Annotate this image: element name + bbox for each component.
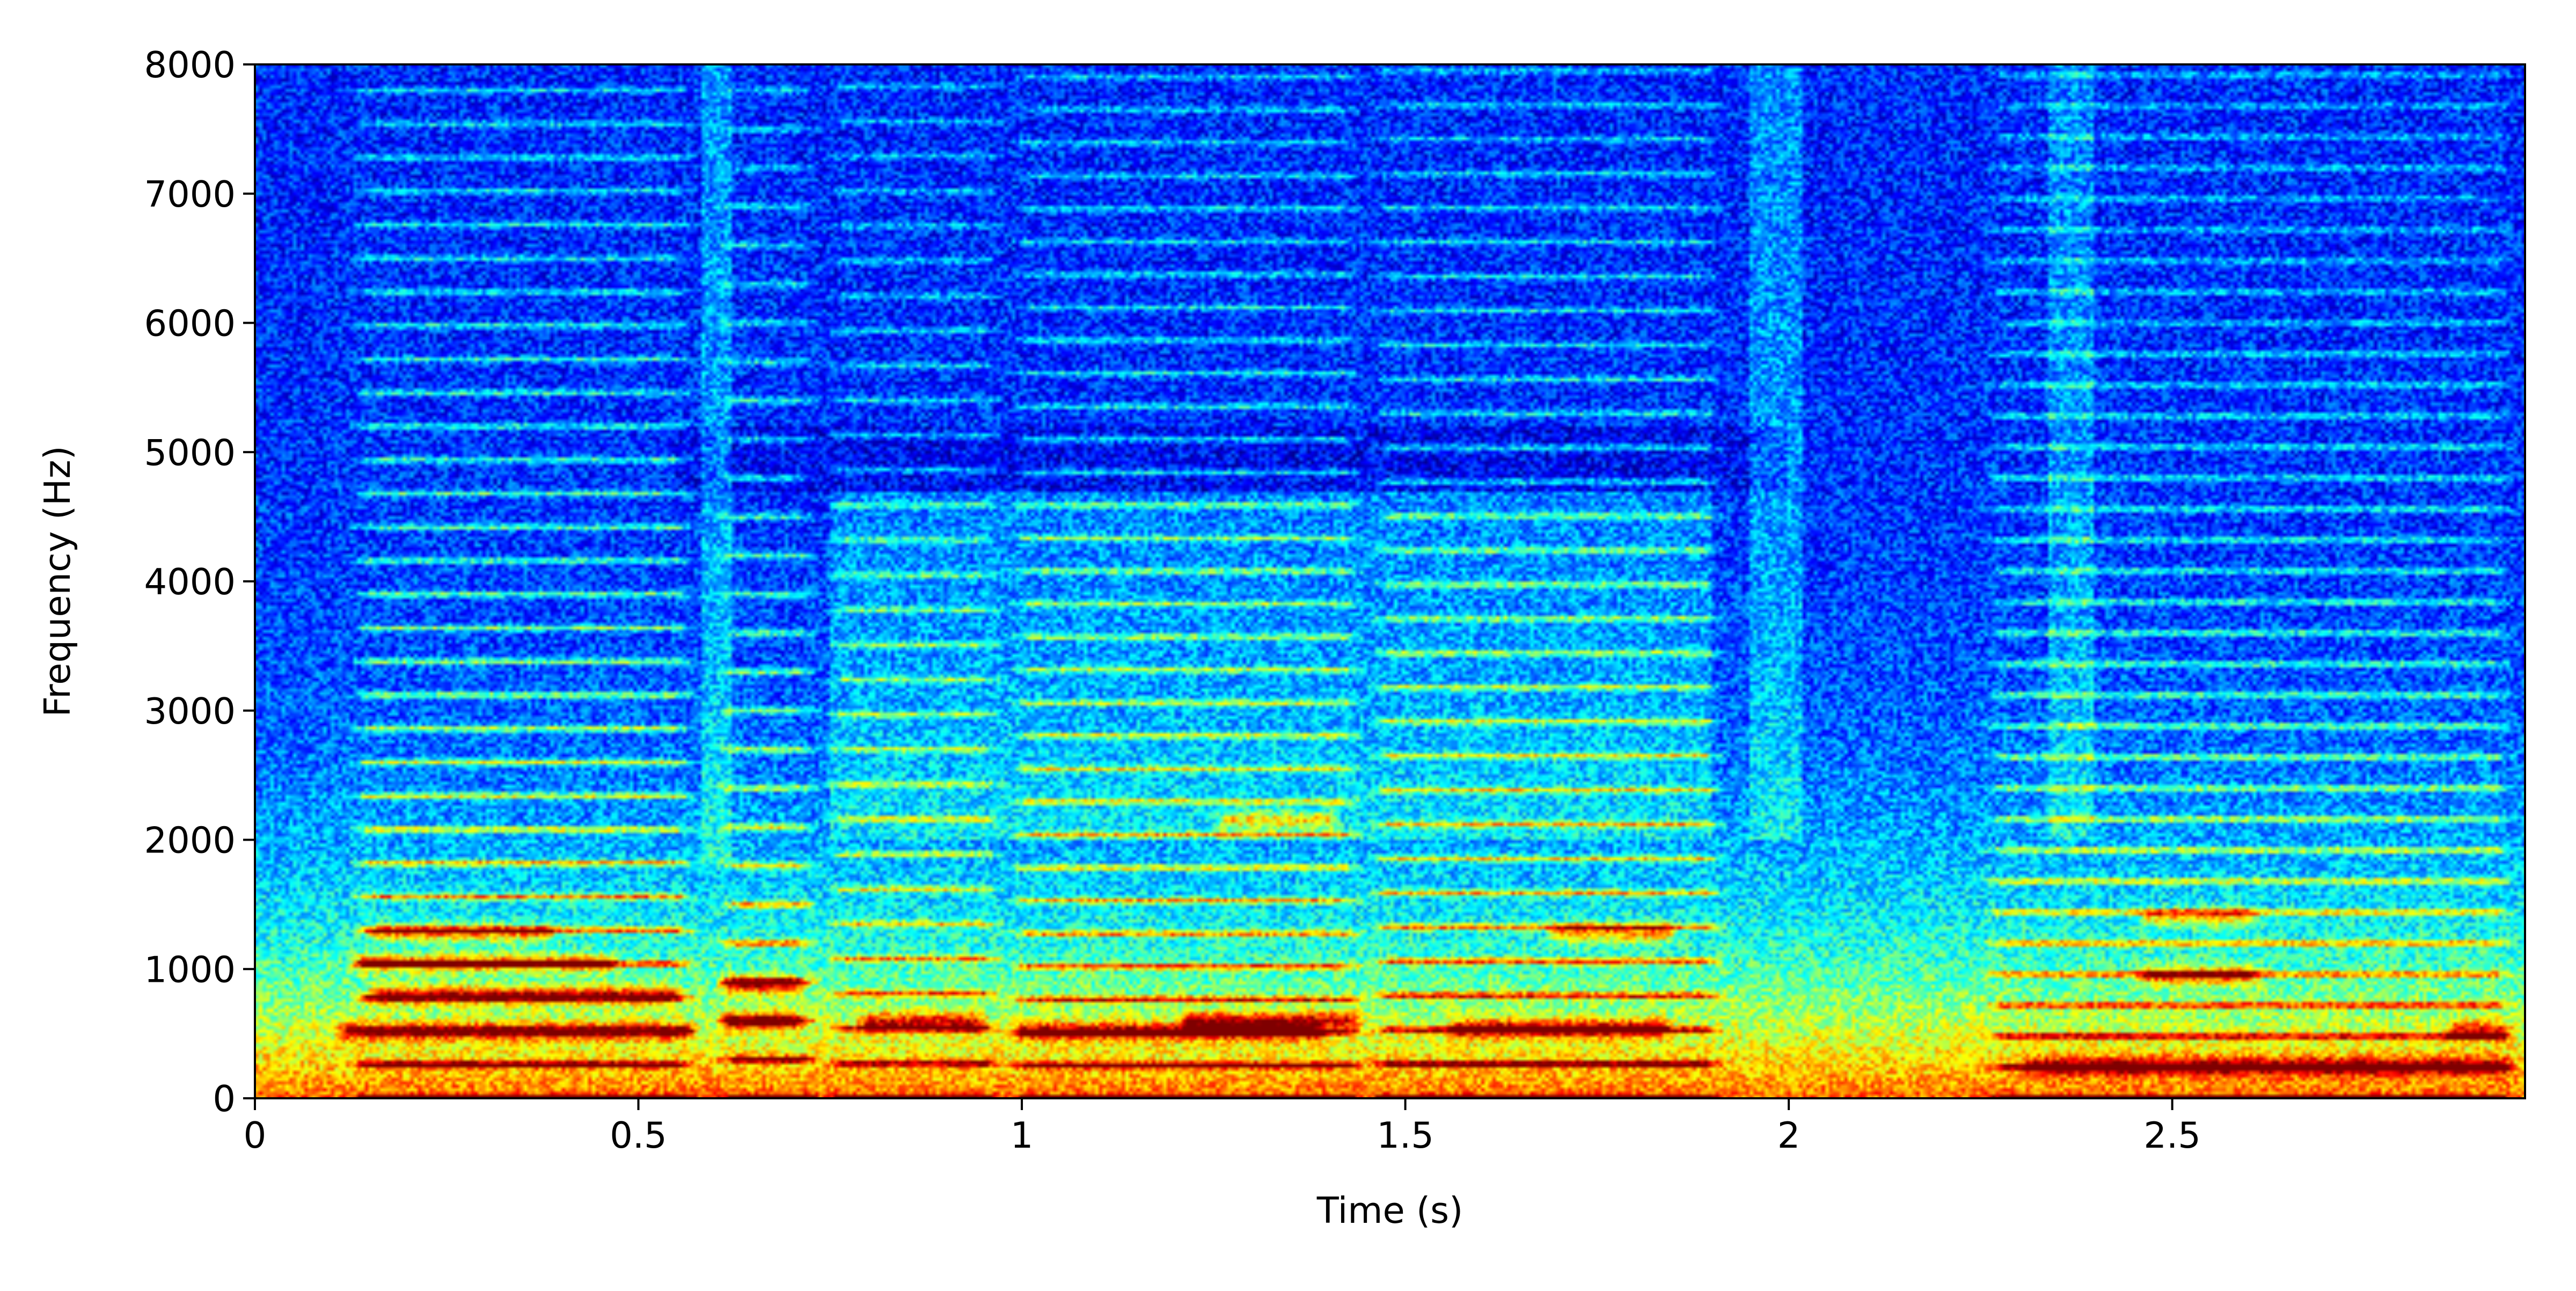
x-axis-ticks: 0 0.5 1 1.5 2 2.5 [244,1098,2201,1156]
y-tick-label: 8000 [144,44,236,86]
y-tick-label: 7000 [144,173,236,215]
x-axis-label: Time (s) [1316,1190,1463,1231]
heatmap-container [255,64,2525,1098]
plot-area [255,64,2525,1098]
y-tick-label: 2000 [144,820,236,862]
y-tick-label: 4000 [144,561,236,603]
y-axis-label: Frequency (Hz) [36,446,78,717]
x-tick-label: 2.5 [2143,1114,2201,1156]
x-tick-label: 1.5 [1377,1114,1434,1156]
y-tick-label: 1000 [144,949,236,990]
x-tick-label: 0 [244,1114,267,1156]
spectrogram-heatmap [255,64,2525,1098]
y-tick-label: 0 [213,1078,236,1120]
x-tick-label: 1 [1011,1114,1034,1156]
x-tick-label: 0.5 [610,1114,667,1156]
plot-frame [254,63,2526,1099]
x-tick-label: 2 [1777,1114,1801,1156]
y-tick-label: 6000 [144,303,236,345]
y-tick-label: 5000 [144,432,236,473]
y-tick-label: 3000 [144,690,236,732]
y-axis-ticks: 0 1000 2000 3000 4000 5000 6000 7000 8000 [144,44,255,1120]
